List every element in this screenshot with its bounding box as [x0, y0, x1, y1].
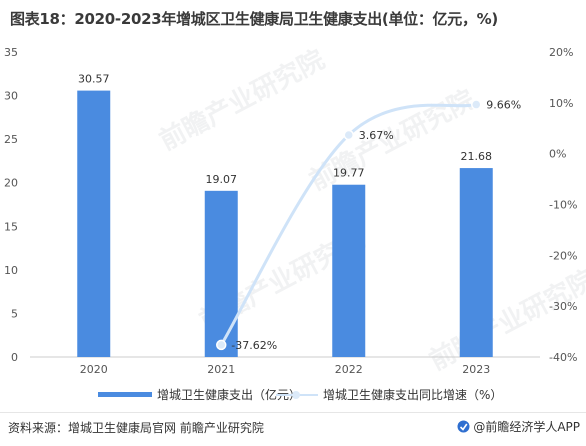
bar	[204, 190, 238, 357]
brand-logo-icon	[457, 420, 470, 433]
x-tick-label: 2022	[335, 363, 363, 376]
y-right-tick-label: 10%	[549, 97, 573, 110]
bar-value-label: 30.57	[78, 73, 110, 86]
growth-point	[343, 129, 354, 141]
y-right-tick-label: -20%	[549, 249, 577, 262]
growth-point	[471, 99, 482, 110]
bar-value-label: 21.68	[461, 150, 493, 163]
y-right-tick-label: 0%	[549, 148, 566, 161]
bar-value-label: 19.77	[333, 167, 365, 180]
y-left-tick-label: 30	[4, 90, 18, 103]
x-tick-label: 2023	[462, 363, 490, 376]
legend-line-label: 增城卫生健康支出同比增速（%）	[323, 388, 503, 402]
source-note: 资料来源：增城卫生健康局官网 前瞻产业研究院	[8, 421, 264, 435]
x-tick-label: 2020	[80, 363, 108, 376]
bar-value-label: 19.07	[206, 173, 238, 186]
y-left-tick-label: 15	[4, 220, 18, 233]
y-left-tick-label: 35	[4, 46, 18, 59]
y-left-tick-label: 0	[11, 351, 18, 364]
growth-point	[216, 339, 227, 351]
y-left-tick-label: 25	[4, 133, 18, 146]
footer: 资料来源：增城卫生健康局官网 前瞻产业研究院 @前瞻经济学人APP	[0, 412, 586, 437]
legend-line-swatch	[276, 390, 318, 400]
y-left-tick-label: 20	[4, 177, 18, 190]
brand-credit: @前瞻经济学人APP	[457, 418, 580, 435]
y-right-tick-label: -40%	[549, 351, 577, 364]
legend-bar-label: 增城卫生健康支出（亿元）	[157, 388, 302, 402]
brand-text: @前瞻经济学人APP	[473, 420, 580, 434]
y-right-tick-label: -10%	[549, 199, 577, 212]
y-right-tick-label: -30%	[549, 300, 577, 313]
y-left-tick-label: 5	[11, 307, 18, 320]
growth-value-label: -37.62%	[231, 339, 277, 352]
chart-svg: 0 5 10 15 20 25 30 35 -40% -30% -20% -10% 0% 10% 20% 30…	[4, 46, 577, 376]
x-tick-label: 2021	[207, 363, 235, 376]
growth-value-label: 9.66%	[486, 99, 521, 112]
growth-line	[219, 103, 477, 346]
bar	[332, 184, 366, 357]
bar	[77, 90, 111, 358]
growth-value-label: 3.67%	[359, 129, 394, 142]
y-left-tick-label: 10	[4, 264, 18, 277]
legend-bar-swatch	[98, 392, 152, 397]
legend-item-line: 增城卫生健康支出同比增速（%）	[276, 386, 502, 403]
legend-item-bar: 增城卫生健康支出（亿元）	[98, 386, 301, 403]
bar	[459, 168, 493, 357]
y-right-tick-label: 20%	[549, 46, 573, 59]
chart-title: 图表18：2020-2023年增城区卫生健康局卫生健康支出(单位：亿元，%)	[10, 10, 498, 28]
